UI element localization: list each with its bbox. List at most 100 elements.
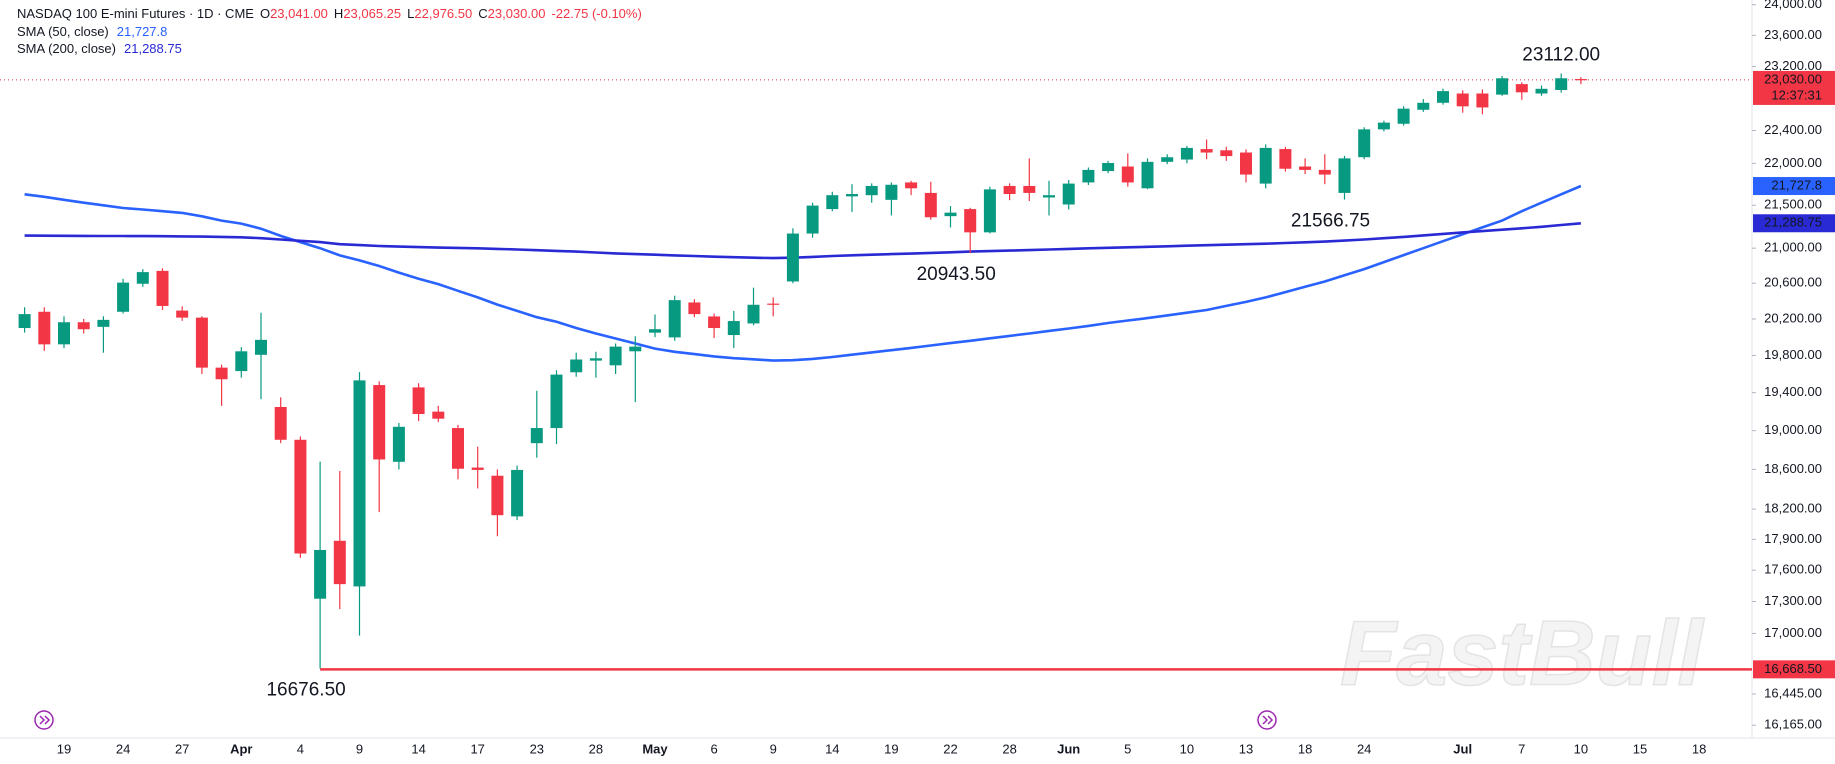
candle-body bbox=[1318, 169, 1331, 175]
goto-icon[interactable] bbox=[1257, 710, 1277, 730]
candle-body bbox=[1574, 79, 1587, 81]
candle-body bbox=[1535, 88, 1548, 94]
candle-body bbox=[964, 209, 977, 233]
candle-body bbox=[747, 304, 760, 324]
y-tick-label: 23,200.00 bbox=[1764, 58, 1822, 73]
candle-body bbox=[1555, 78, 1568, 91]
sma-line bbox=[24, 184, 1582, 362]
price-label-box bbox=[1753, 660, 1835, 679]
x-tick-label: 27 bbox=[175, 741, 189, 756]
y-tick-label: 17,000.00 bbox=[1764, 625, 1822, 640]
watermark-layer: FastBull bbox=[1339, 602, 1706, 706]
candle-body bbox=[1023, 185, 1036, 193]
candle-body bbox=[333, 540, 346, 585]
watermark: FastBull bbox=[1340, 602, 1705, 704]
x-tick-label: 10 bbox=[1574, 741, 1588, 756]
y-tick-label: 18,600.00 bbox=[1764, 461, 1822, 476]
x-tick-label: Jun bbox=[1057, 741, 1080, 756]
candle-body bbox=[38, 311, 51, 345]
candle-body bbox=[924, 192, 937, 218]
sma-price-label: 21,288.75 bbox=[1764, 215, 1822, 230]
goto-icon[interactable] bbox=[34, 710, 54, 730]
candle-body bbox=[708, 316, 721, 329]
y-tick-label: 24,000.00 bbox=[1764, 0, 1822, 11]
x-tick-label: Apr bbox=[230, 741, 252, 756]
candle-body bbox=[176, 310, 189, 318]
candle-body bbox=[1161, 157, 1174, 162]
sma-price-box bbox=[1753, 214, 1835, 233]
ohlc-value: 23,041.00 bbox=[270, 6, 328, 21]
candle-body bbox=[432, 411, 445, 419]
y-tick-label: 18,200.00 bbox=[1764, 501, 1822, 516]
candle-body bbox=[471, 467, 484, 470]
indicator-legend: SMA (200, close) 21,288.75 bbox=[17, 41, 182, 56]
x-tick-label: 13 bbox=[1239, 741, 1253, 756]
candle-body bbox=[77, 322, 90, 330]
candle-body bbox=[1220, 150, 1233, 157]
candle-body bbox=[1358, 129, 1371, 158]
candle-body bbox=[1200, 149, 1213, 153]
candle-body bbox=[1180, 147, 1193, 160]
candle-body bbox=[1417, 102, 1430, 110]
x-tick-label: 18 bbox=[1692, 741, 1706, 756]
candle-body bbox=[826, 195, 839, 210]
ohlc-value: 23,065.25 bbox=[343, 6, 401, 21]
y-tick-label: 20,600.00 bbox=[1764, 275, 1822, 290]
candle-body bbox=[806, 205, 819, 234]
candle-body bbox=[1062, 183, 1075, 205]
y-tick-label: 23,600.00 bbox=[1764, 27, 1822, 42]
candle-body bbox=[1240, 152, 1252, 175]
candle-body bbox=[1121, 166, 1134, 183]
candle-body bbox=[1082, 169, 1095, 183]
candle-body bbox=[373, 385, 386, 460]
x-tick-label: 19 bbox=[884, 741, 898, 756]
x-tick-label: 6 bbox=[710, 741, 717, 756]
high-annotation: 23112.00 bbox=[1522, 44, 1600, 65]
candle-body bbox=[550, 374, 563, 429]
candle-body bbox=[1397, 108, 1410, 124]
candle-body bbox=[452, 428, 464, 469]
current-price-box bbox=[1753, 70, 1835, 105]
candle-body bbox=[1456, 93, 1469, 107]
y-tick-label: 21,500.00 bbox=[1764, 197, 1822, 212]
candle-body bbox=[629, 346, 642, 352]
candle-body bbox=[1102, 163, 1115, 172]
ohlc-value: 23,030.00 bbox=[488, 6, 546, 21]
candle-body bbox=[944, 212, 957, 217]
change-value: -22.75 (-0.10%) bbox=[551, 6, 641, 21]
x-tick-label: 9 bbox=[356, 741, 363, 756]
candle-body bbox=[865, 185, 878, 196]
candle-body bbox=[511, 469, 524, 517]
y-tick-label: 19,000.00 bbox=[1764, 422, 1822, 437]
x-tick-label: 18 bbox=[1298, 741, 1312, 756]
x-tick-label: 22 bbox=[943, 741, 957, 756]
price-label: 16,668.50 bbox=[1764, 661, 1822, 676]
indicator-legend: SMA (50, close) 21,727.8 bbox=[17, 24, 167, 39]
candle-body bbox=[353, 380, 366, 587]
candle-body bbox=[1496, 78, 1509, 95]
sma-price-box bbox=[1753, 177, 1835, 196]
candle-body bbox=[905, 182, 918, 189]
ohlc-value: 22,976.50 bbox=[414, 6, 472, 21]
symbol-header: NASDAQ 100 E-mini Futures · 1D · CME O23,… bbox=[17, 6, 642, 21]
low-annotation: 21566.75 bbox=[1291, 211, 1370, 232]
candle-body bbox=[1515, 84, 1528, 93]
candle-body bbox=[294, 439, 307, 554]
candle-body bbox=[530, 428, 543, 444]
x-tick-label: Jul bbox=[1453, 741, 1472, 756]
sma-price-label: 21,727.8 bbox=[1771, 177, 1822, 192]
x-tick-label: 19 bbox=[57, 741, 71, 756]
x-tick-label: 5 bbox=[1124, 741, 1131, 756]
y-tick-label: 19,400.00 bbox=[1764, 384, 1822, 399]
y-tick-label: 19,800.00 bbox=[1764, 347, 1822, 362]
candle-body bbox=[1259, 147, 1272, 184]
x-tick-label: 9 bbox=[770, 741, 777, 756]
y-tick-label: 22,400.00 bbox=[1764, 122, 1822, 137]
y-tick-label: 21,000.00 bbox=[1764, 240, 1822, 255]
y-tick-label: 17,300.00 bbox=[1764, 593, 1822, 608]
countdown-label: 12:37:31 bbox=[1771, 87, 1822, 102]
candle-body bbox=[156, 270, 169, 306]
current-price-label: 23,030.00 bbox=[1764, 71, 1822, 86]
candle-body bbox=[392, 426, 405, 462]
